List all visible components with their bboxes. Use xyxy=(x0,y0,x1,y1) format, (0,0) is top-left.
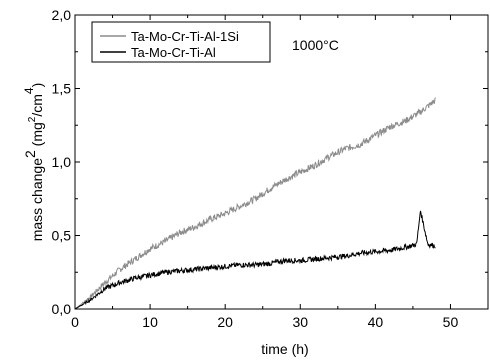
y-tick-label: 0,5 xyxy=(52,228,72,244)
legend-label-series-1: Ta-Mo-Cr-Ti-Al-1Si xyxy=(131,29,239,44)
y-tick-label: 0,0 xyxy=(52,301,72,317)
y-axis-title: mass change2 (mg2/cm4) xyxy=(22,83,45,242)
y-axis-title-sup1: 2 xyxy=(22,150,38,158)
legend-label-series-2: Ta-Mo-Cr-Ti-Al xyxy=(131,45,216,60)
y-axis-title-sup3: 4 xyxy=(22,87,36,94)
y-tick-label: 1,0 xyxy=(52,154,72,170)
temperature-annotation: 1000°C xyxy=(292,37,339,53)
legend-box xyxy=(91,21,271,63)
series-line-1 xyxy=(75,97,436,309)
x-tick-label: 40 xyxy=(368,314,384,330)
x-tick-label: 30 xyxy=(292,314,308,330)
x-tick-label: 20 xyxy=(217,314,233,330)
y-axis-title-mid: /cm xyxy=(29,94,45,117)
y-tick-label: 2,0 xyxy=(52,7,72,23)
series-line-2 xyxy=(75,210,436,309)
y-tick-labels: 0,0 0,5 1,0 1,5 2,0 xyxy=(52,7,72,317)
x-tick-label: 50 xyxy=(443,314,459,330)
y-tick-label: 1,5 xyxy=(52,81,72,97)
y-axis-title-close: ) xyxy=(29,83,45,88)
series-group xyxy=(75,97,436,309)
y-axis-title-sup2: 2 xyxy=(27,116,38,122)
x-tick-label: 0 xyxy=(71,314,79,330)
tick-marks xyxy=(74,14,488,310)
x-tick-labels: 0 10 20 30 40 50 xyxy=(71,314,458,330)
x-axis-title: time (h) xyxy=(261,341,308,357)
legend: Ta-Mo-Cr-Ti-Al-1Si Ta-Mo-Cr-Ti-Al xyxy=(91,21,271,63)
x-tick-label: 10 xyxy=(142,314,158,330)
y-axis-title-main: mass change xyxy=(29,158,45,241)
y-axis-title-open: (mg xyxy=(29,122,45,150)
